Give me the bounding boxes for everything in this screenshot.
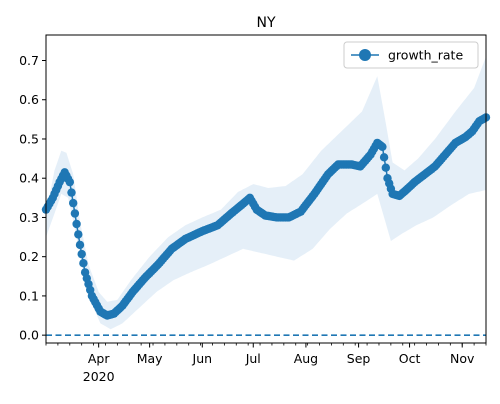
data-point	[79, 259, 88, 268]
y-tick-label: 0.3	[19, 210, 39, 225]
x-tick-label: May	[137, 351, 163, 366]
data-point	[72, 219, 81, 229]
x-tick-label: Jul	[245, 351, 261, 366]
data-point	[378, 142, 387, 151]
axis-layer: 0.0 0.1 0.2 0.3 0.4 0.5 0.6 0.7 Apr May Jun Jul Aug S…	[19, 34, 487, 384]
y-tick-label: 0.4	[19, 171, 39, 186]
series-marker-layer	[41, 113, 491, 320]
x-tick-label: Nov	[450, 351, 475, 366]
legend: growth_rate	[343, 41, 479, 69]
data-point	[69, 198, 78, 208]
data-point	[67, 188, 76, 197]
data-point	[381, 163, 390, 172]
legend-frame	[343, 41, 479, 69]
data-point	[74, 230, 83, 239]
y-tick-label: 0.2	[19, 249, 39, 264]
legend-marker-swatch	[359, 49, 371, 61]
data-point	[70, 209, 80, 218]
data-point	[379, 153, 389, 162]
x-tick-label: Jun	[192, 351, 213, 366]
y-tick-label: 0.5	[19, 131, 39, 146]
y-tick-label: 0.0	[19, 328, 39, 343]
x-tick-label: Oct	[399, 351, 421, 366]
y-tick-label: 0.7	[19, 53, 39, 68]
x-tick-label: Apr	[88, 351, 110, 366]
plot-frame	[45, 34, 487, 344]
y-tick-label: 0.1	[19, 288, 39, 303]
data-point	[75, 240, 85, 250]
legend-entry-growth-rate: growth_rate	[388, 48, 463, 63]
chart-title: NY	[256, 15, 275, 31]
x-tick-label: Sep	[347, 351, 371, 366]
y-tick-label: 0.6	[19, 92, 39, 107]
x-year-label: 2020	[83, 369, 115, 384]
data-point	[77, 249, 86, 259]
x-tick-label: Aug	[294, 351, 318, 366]
confidence-band	[46, 56, 486, 330]
confidence-band-layer	[46, 56, 486, 330]
data-point	[65, 177, 75, 187]
